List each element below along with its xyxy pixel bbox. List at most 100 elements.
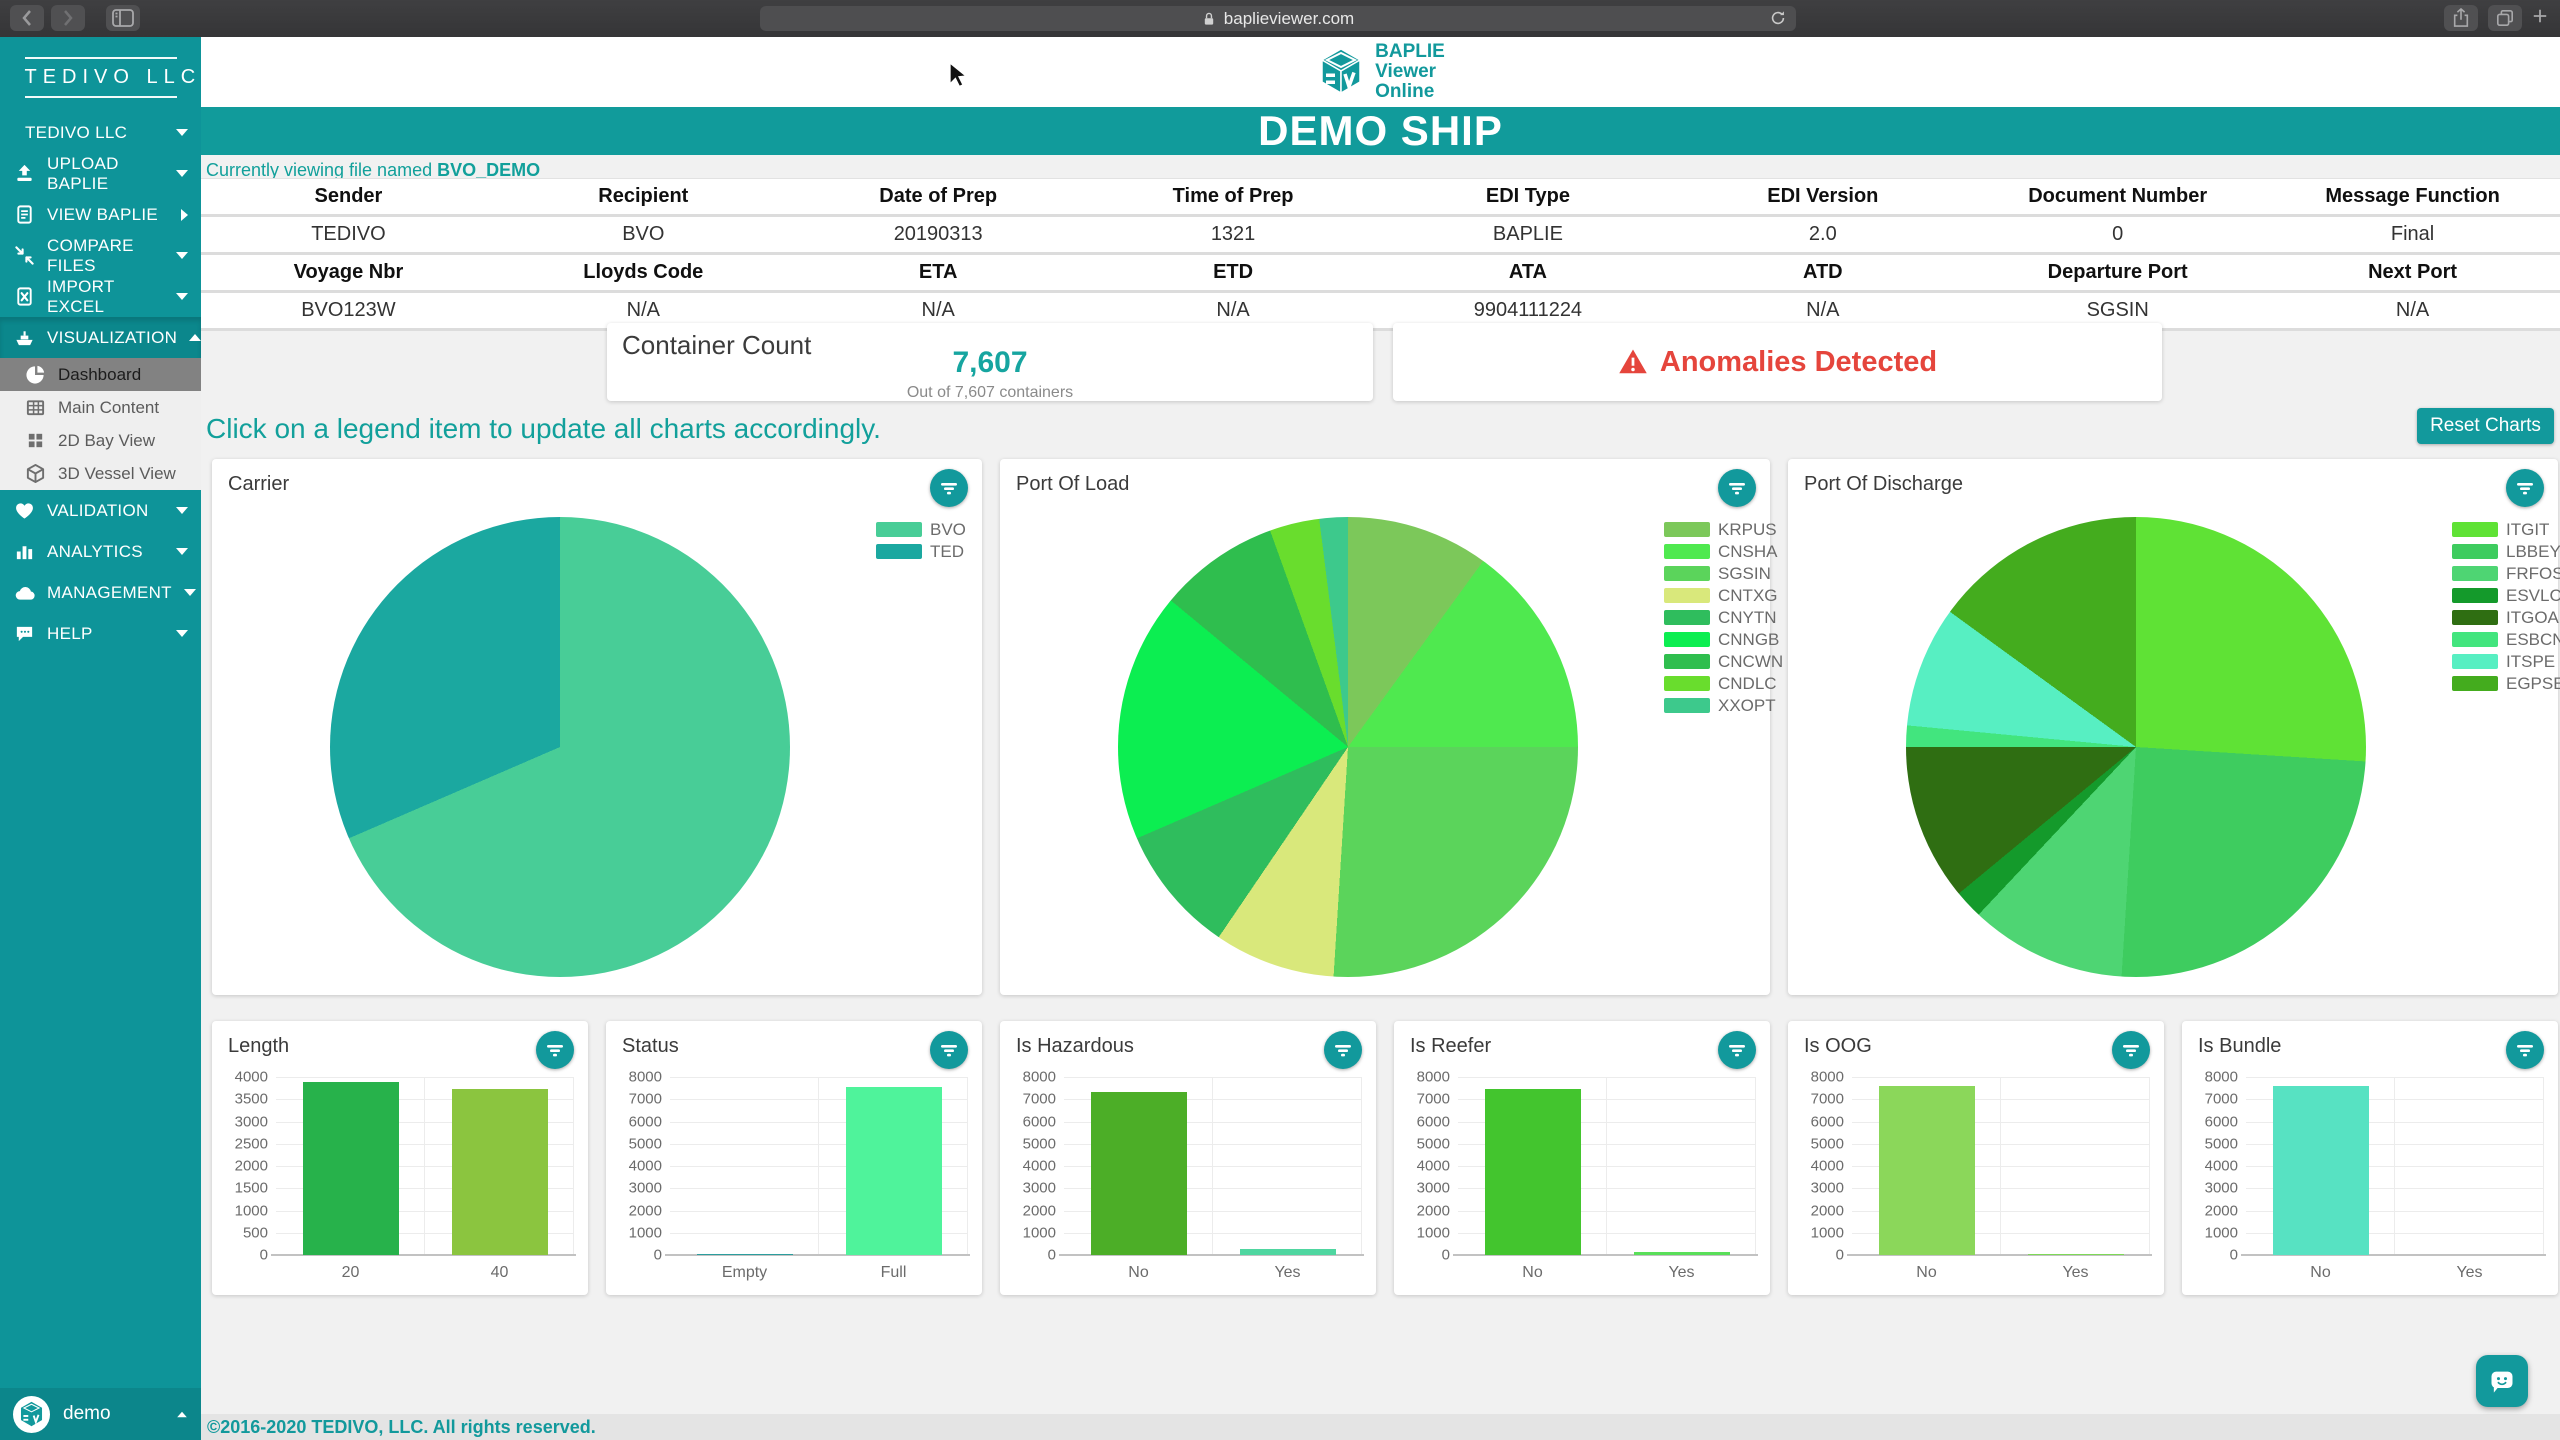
filter-icon	[547, 1045, 563, 1057]
sidebar-item-view-baplie[interactable]: VIEW BAPLIE	[0, 194, 201, 235]
bar-charts-row: Length 0 500 1000 1500 2000 2500 3000 3500 4000 20…	[212, 1021, 2558, 1295]
sidebar-item-2d-bay-view[interactable]: 2D Bay View	[0, 424, 201, 457]
bar-status-full[interactable]	[845, 1087, 942, 1255]
legend-item-cnngb[interactable]: CNNGB	[1664, 629, 1783, 650]
chart-filter-button[interactable]	[930, 469, 968, 507]
pie-chart-carrier[interactable]	[330, 517, 790, 977]
sidebar-item-help[interactable]: HELP	[0, 613, 201, 654]
legend-item-ted[interactable]: TED	[876, 541, 966, 562]
bar-status-empty[interactable]	[696, 1253, 793, 1255]
chart-title: Port Of Discharge	[1804, 473, 1963, 495]
x-axis-label: 20	[341, 1264, 360, 1281]
chevron-up-icon	[177, 1411, 187, 1417]
chart-filter-button[interactable]	[2112, 1031, 2150, 1069]
legend-item-itgit[interactable]: ITGIT	[2452, 519, 2560, 540]
sidebar-item-dashboard[interactable]: Dashboard	[0, 358, 201, 391]
sidebar-item-management[interactable]: MANAGEMENT	[0, 572, 201, 613]
filter-icon	[2517, 1045, 2533, 1057]
legend-item-sgsin[interactable]: SGSIN	[1664, 563, 1783, 584]
legend-item-esbcn[interactable]: ESBCN	[2452, 629, 2560, 650]
tab-overview-button[interactable]	[2488, 5, 2522, 31]
sidebar-item-validation[interactable]: VALIDATION	[0, 490, 201, 531]
bar-is-hazardous-yes[interactable]	[1239, 1249, 1336, 1255]
legend-item-cnsha[interactable]: CNSHA	[1664, 541, 1783, 562]
anomalies-card[interactable]: Anomalies Detected	[1393, 323, 2162, 401]
legend-item-egpse[interactable]: EGPSE	[2452, 673, 2560, 694]
legend-item-esvlc[interactable]: ESVLC	[2452, 585, 2560, 606]
back-button[interactable]	[10, 5, 44, 31]
gridline	[1064, 1166, 1362, 1167]
chevron-down-icon	[176, 170, 188, 177]
reset-charts-button[interactable]: Reset Charts	[2417, 408, 2554, 444]
table-header-cell: Sender	[201, 178, 496, 217]
legend-item-lbbey[interactable]: LBBEY	[2452, 541, 2560, 562]
y-axis-tick: 3500	[234, 1090, 268, 1108]
sidebar-toggle-button[interactable]	[106, 5, 140, 31]
bar-length-20[interactable]	[302, 1081, 399, 1255]
legend-item-itgoa[interactable]: ITGOA	[2452, 607, 2560, 628]
gridline	[670, 1166, 968, 1167]
sidebar-item-label: IMPORT EXCEL	[47, 276, 115, 316]
reload-button[interactable]	[1769, 9, 1787, 32]
gridline	[1852, 1166, 2150, 1167]
sidebar-item-compare-files[interactable]: COMPARE FILES	[0, 235, 201, 276]
bar-is-bundle-no[interactable]	[2272, 1085, 2369, 1255]
x-axis-label: No	[2310, 1264, 2331, 1281]
table-row: BVO123W N/A N/A N/A 9904111224 N/A SGSIN N/A	[201, 291, 2560, 331]
forward-button[interactable]	[51, 5, 85, 31]
bar-is-reefer-no[interactable]	[1484, 1088, 1581, 1255]
chart-filter-button[interactable]	[2506, 469, 2544, 507]
sidebar-item-tedivo-llc[interactable]: TEDIVO LLC	[0, 112, 201, 153]
y-axis-tick: 3000	[628, 1179, 662, 1197]
legend-swatch	[1664, 566, 1710, 581]
app-logo-text: BAPLIE Viewer Online	[1375, 41, 1445, 102]
legend-item-cndlc[interactable]: CNDLC	[1664, 673, 1783, 694]
chart-filter-button[interactable]	[536, 1031, 574, 1069]
bar-is-reefer-yes[interactable]	[1633, 1252, 1730, 1255]
browser-chrome: baplieviewer.com	[0, 0, 2560, 38]
bar-plot: 0 1000 2000 3000 4000 5000 6000 7000 8000 No Yes	[2205, 1069, 2546, 1281]
sidebar-item-main-content[interactable]: Main Content	[0, 391, 201, 424]
upload-icon	[13, 163, 35, 185]
table-cell: BVO123W	[201, 291, 496, 331]
legend-item-cntxg[interactable]: CNTXG	[1664, 585, 1783, 606]
chart-filter-button[interactable]	[1718, 469, 1756, 507]
chart-filter-button[interactable]	[2506, 1031, 2544, 1069]
legend-item-itspe[interactable]: ITSPE	[2452, 651, 2560, 672]
legend-item-cnytn[interactable]: CNYTN	[1664, 607, 1783, 628]
legend-item-frfos[interactable]: FRFOS	[2452, 563, 2560, 584]
bar-is-hazardous-no[interactable]	[1090, 1091, 1187, 1255]
chart-filter-button[interactable]	[1324, 1031, 1362, 1069]
legend-item-krpus[interactable]: KRPUS	[1664, 519, 1783, 540]
sidebar-item-upload-baplie[interactable]: UPLOAD BAPLIE	[0, 153, 201, 194]
sidebar-item-import-excel[interactable]: IMPORT EXCEL	[0, 276, 201, 317]
y-axis-tick: 1500	[234, 1179, 268, 1197]
y-axis-tick: 5000	[1810, 1135, 1844, 1153]
pie-chart-port-of-discharge[interactable]	[1906, 517, 2366, 977]
bar-length-40[interactable]	[451, 1089, 548, 1255]
url-bar[interactable]: baplieviewer.com	[760, 6, 1796, 31]
chat-widget-button[interactable]	[2476, 1355, 2528, 1407]
pie-chart-port-of-load[interactable]	[1118, 517, 1578, 977]
gridline	[2246, 1210, 2544, 1212]
legend-label: ITSPE	[2506, 651, 2556, 671]
new-tab-button[interactable]	[2532, 8, 2548, 29]
chart-filter-button[interactable]	[1718, 1031, 1756, 1069]
gridline	[1064, 1099, 1362, 1101]
legend-label: CNSHA	[1718, 541, 1778, 561]
filter-icon	[941, 1045, 957, 1057]
legend-label: ITGOA	[2506, 607, 2559, 627]
bar-is-oog-no[interactable]	[1878, 1085, 1975, 1255]
chart-filter-button[interactable]	[930, 1031, 968, 1069]
sidebar-item-3d-vessel-view[interactable]: 3D Vessel View	[0, 457, 201, 490]
y-axis-tick: 4000	[1810, 1157, 1844, 1175]
legend-item-cncwn[interactable]: CNCWN	[1664, 651, 1783, 672]
share-button[interactable]	[2444, 5, 2478, 31]
bar-is-oog-yes[interactable]	[2027, 1254, 2124, 1255]
legend-item-xxopt[interactable]: XXOPT	[1664, 695, 1783, 716]
sidebar-item-visualization[interactable]: VISUALIZATION	[0, 317, 202, 358]
legend-item-bvo[interactable]: BVO	[876, 519, 966, 540]
sidebar-item-analytics[interactable]: ANALYTICS	[0, 531, 201, 572]
chart-legend: KRPUS CNSHA SGSIN CNTXG CNYTN CNNGB CNCWN CNDLC…	[1664, 519, 1783, 717]
sidebar-user-footer[interactable]: demo	[0, 1388, 201, 1440]
